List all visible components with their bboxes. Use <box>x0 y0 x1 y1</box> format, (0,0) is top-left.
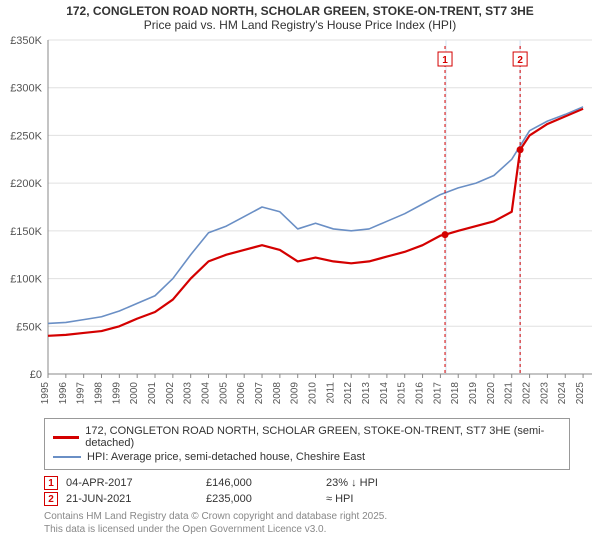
chart-area: £0 £50K £100K £150K £200K £250K £300K £350K 1995… <box>0 34 600 414</box>
svg-text:2017: 2017 <box>432 382 443 405</box>
svg-text:2006: 2006 <box>236 382 247 405</box>
transaction-relative: 23% ↓ HPI <box>326 477 446 489</box>
transaction-price: £146,000 <box>206 477 326 489</box>
svg-text:1998: 1998 <box>94 382 105 405</box>
svg-text:2000: 2000 <box>129 382 140 405</box>
svg-text:£50K: £50K <box>16 321 42 333</box>
svg-text:£0: £0 <box>30 369 42 381</box>
svg-text:2001: 2001 <box>147 382 158 405</box>
svg-text:1999: 1999 <box>111 382 122 405</box>
svg-text:2013: 2013 <box>361 382 372 405</box>
transaction-marker: 1 <box>44 476 58 490</box>
svg-text:2008: 2008 <box>272 382 283 405</box>
attribution: Contains HM Land Registry data © Crown c… <box>44 510 570 536</box>
svg-text:2007: 2007 <box>254 382 265 405</box>
svg-text:2014: 2014 <box>379 382 390 405</box>
svg-text:2004: 2004 <box>201 382 212 405</box>
legend-label-2: HPI: Average price, semi-detached house,… <box>87 451 365 463</box>
transactions-table: 1 04-APR-2017£146,00023% ↓ HPI 2 21-JUN-202… <box>44 476 570 506</box>
svg-text:£100K: £100K <box>10 274 42 286</box>
svg-text:2022: 2022 <box>522 382 533 405</box>
chart-title: 172, CONGLETON ROAD NORTH, SCHOLAR GREEN… <box>0 0 600 34</box>
svg-text:£250K: £250K <box>10 130 42 142</box>
svg-text:£350K: £350K <box>10 35 42 47</box>
svg-text:1995: 1995 <box>40 382 51 405</box>
svg-text:2025: 2025 <box>575 382 586 405</box>
legend-label-1: 172, CONGLETON ROAD NORTH, SCHOLAR GREEN… <box>85 425 561 449</box>
transaction-marker: 2 <box>44 492 58 506</box>
svg-text:1997: 1997 <box>76 382 87 405</box>
transaction-row: 1 04-APR-2017£146,00023% ↓ HPI <box>44 476 570 490</box>
svg-text:2010: 2010 <box>308 382 319 405</box>
svg-text:2021: 2021 <box>504 382 515 405</box>
title-line-1: 172, CONGLETON ROAD NORTH, SCHOLAR GREEN… <box>10 4 590 18</box>
svg-text:2005: 2005 <box>218 382 229 405</box>
svg-text:2015: 2015 <box>397 382 408 405</box>
svg-text:1: 1 <box>442 55 448 66</box>
transaction-date: 21-JUN-2021 <box>66 493 206 505</box>
svg-text:£150K: £150K <box>10 226 42 238</box>
transaction-date: 04-APR-2017 <box>66 477 206 489</box>
svg-text:2009: 2009 <box>290 382 301 405</box>
svg-text:2012: 2012 <box>343 382 354 405</box>
title-line-2: Price paid vs. HM Land Registry's House … <box>10 18 590 32</box>
svg-text:2023: 2023 <box>539 382 550 405</box>
svg-text:1996: 1996 <box>58 382 69 405</box>
legend-swatch-2 <box>53 456 81 458</box>
attribution-line-1: Contains HM Land Registry data © Crown c… <box>44 510 570 523</box>
legend-swatch-1 <box>53 436 79 439</box>
attribution-line-2: This data is licensed under the Open Gov… <box>44 523 570 536</box>
svg-text:2019: 2019 <box>468 382 479 405</box>
svg-text:2003: 2003 <box>183 382 194 405</box>
line-chart-svg: £0 £50K £100K £150K £200K £250K £300K £350K 1995… <box>0 34 600 414</box>
transaction-row: 2 21-JUN-2021£235,000≈ HPI <box>44 492 570 506</box>
svg-text:2020: 2020 <box>486 382 497 405</box>
svg-text:2: 2 <box>517 55 523 66</box>
legend: 172, CONGLETON ROAD NORTH, SCHOLAR GREEN… <box>44 418 570 470</box>
svg-text:2024: 2024 <box>557 382 568 405</box>
transaction-price: £235,000 <box>206 493 326 505</box>
svg-text:2011: 2011 <box>325 382 336 404</box>
legend-row-1: 172, CONGLETON ROAD NORTH, SCHOLAR GREEN… <box>53 425 561 449</box>
svg-text:2016: 2016 <box>415 382 426 405</box>
svg-text:2018: 2018 <box>450 382 461 405</box>
svg-text:2002: 2002 <box>165 382 176 405</box>
transaction-relative: ≈ HPI <box>326 493 446 505</box>
svg-text:£200K: £200K <box>10 178 42 190</box>
svg-text:£300K: £300K <box>10 83 42 95</box>
legend-row-2: HPI: Average price, semi-detached house,… <box>53 451 561 463</box>
